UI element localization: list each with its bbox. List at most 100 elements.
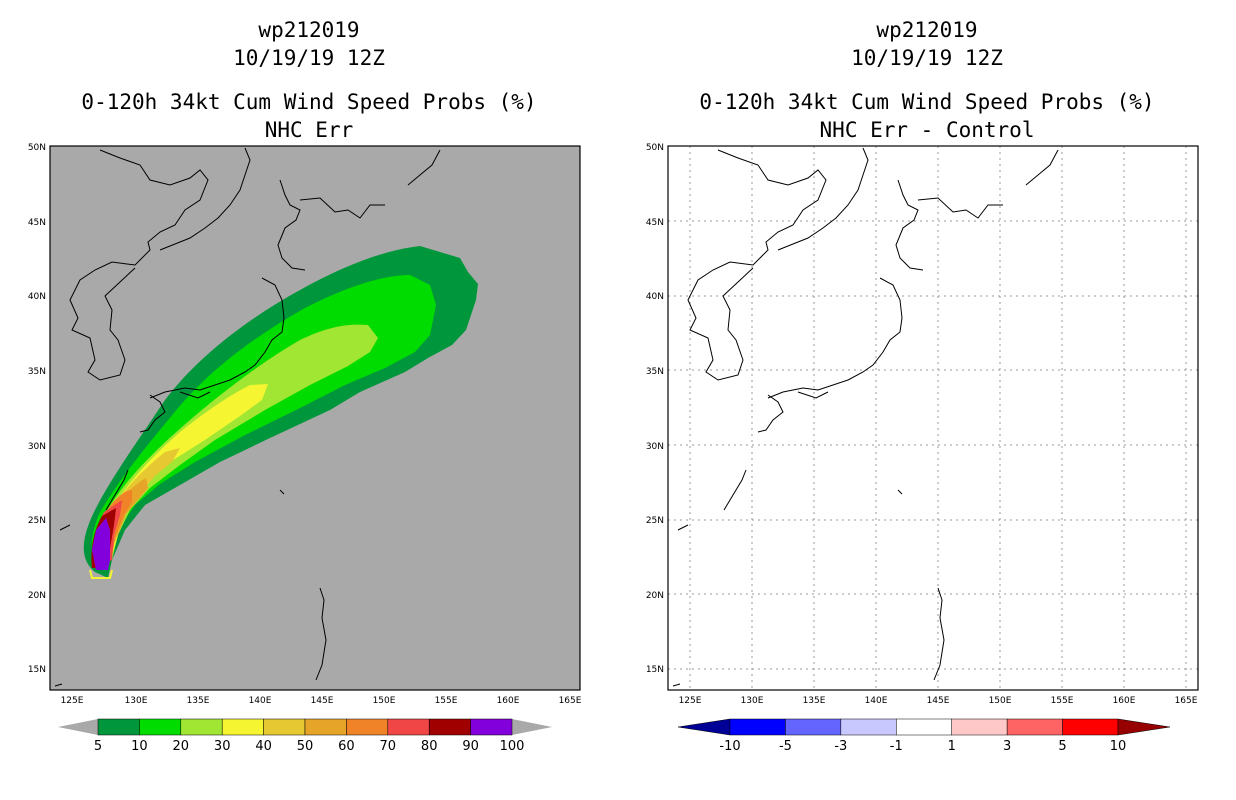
- colorbar-box: [896, 718, 952, 736]
- colorbar-box: [346, 718, 389, 736]
- colorbar-label: -5: [779, 739, 792, 754]
- colorbar-box: [263, 718, 306, 736]
- colorbar-box: [139, 718, 182, 736]
- colorbar-box: [470, 718, 513, 736]
- lat-label: 20N: [646, 591, 664, 601]
- lat-label: 15N: [646, 665, 664, 675]
- colorbar-label: 5: [94, 739, 102, 754]
- colorbar-label: 10: [1110, 739, 1127, 754]
- colorbar-box: [729, 718, 786, 736]
- lon-label: 145E: [927, 696, 950, 706]
- colorbar-box: [304, 718, 347, 736]
- colorbar-label: -3: [834, 739, 847, 754]
- colorbar-box: [951, 718, 1008, 736]
- lon-label: 155E: [1051, 696, 1074, 706]
- lon-label: 165E: [1175, 696, 1198, 706]
- lat-label: 40N: [28, 292, 46, 302]
- product-subtitle: NHC Err: [264, 118, 354, 142]
- colorbar-box: [1062, 718, 1119, 736]
- colorbar: [58, 718, 552, 736]
- colorbar-box: [840, 718, 897, 736]
- lon-label: 160E: [497, 696, 520, 706]
- colorbar-label: 60: [338, 739, 355, 754]
- colorbar-box: [428, 718, 471, 736]
- lon-label: 135E: [187, 696, 210, 706]
- lon-label: 140E: [249, 696, 272, 706]
- coastlines: [54, 147, 441, 687]
- lon-label: 150E: [373, 696, 396, 706]
- lon-label: 130E: [741, 696, 764, 706]
- lat-label: 35N: [646, 367, 664, 377]
- lon-label: 160E: [1113, 696, 1136, 706]
- lat-label: 45N: [28, 218, 46, 228]
- colorbar-label: 80: [421, 739, 438, 754]
- colorbar-box: [785, 718, 842, 736]
- lon-label: 125E: [679, 696, 702, 706]
- probability-map: 50N 45N 40N 35N 30N 25N 20N 15N 125E 130…: [28, 143, 582, 754]
- lat-label: 25N: [28, 516, 46, 526]
- colorbar-high-arrow: [512, 719, 552, 735]
- colorbar-box: [97, 718, 140, 736]
- coastlines: [672, 147, 1059, 687]
- prob-100-rim: [89, 569, 113, 579]
- lat-label: 20N: [28, 591, 46, 601]
- left-panel: wp212019 10/19/19 12Z 0-120h 34kt Cum Wi…: [28, 18, 582, 754]
- colorbar-label: 50: [297, 739, 314, 754]
- map-frame: [49, 145, 581, 691]
- map-frame: [667, 145, 1199, 691]
- colorbar-label: 30: [214, 739, 231, 754]
- colorbar-box: [387, 718, 430, 736]
- colorbar: [677, 718, 1171, 736]
- colorbar-high-arrow: [1117, 718, 1171, 736]
- colorbar-label: -1: [890, 739, 903, 754]
- valid-date: 10/19/19 12Z: [851, 46, 1003, 70]
- colorbar-label: 1: [948, 739, 956, 754]
- lat-label: 30N: [28, 442, 46, 452]
- colorbar-label: 40: [255, 739, 272, 754]
- storm-id: wp212019: [258, 18, 360, 42]
- lon-label: 150E: [989, 696, 1012, 706]
- lon-label: 145E: [311, 696, 334, 706]
- product-title: 0-120h 34kt Cum Wind Speed Probs (%): [699, 90, 1155, 114]
- colorbar-label: 3: [1003, 739, 1011, 754]
- product-subtitle: NHC Err - Control: [819, 118, 1035, 142]
- colorbar-label: 10: [131, 739, 148, 754]
- difference-map: 50N 45N 40N 35N 30N 25N 20N 15N 125E 130…: [646, 143, 1199, 754]
- lat-label: 50N: [646, 143, 664, 153]
- colorbar-low-arrow: [58, 719, 98, 735]
- grid-lines: [668, 146, 1198, 690]
- colorbar-label: 20: [173, 739, 190, 754]
- colorbar-label: 70: [380, 739, 397, 754]
- colorbar-low-arrow: [677, 718, 731, 736]
- lon-label: 130E: [125, 696, 148, 706]
- lon-label: 165E: [559, 696, 582, 706]
- map-background: [668, 146, 1198, 690]
- colorbar-label: 5: [1058, 739, 1066, 754]
- map-background: [50, 146, 580, 690]
- probability-swath: [83, 246, 478, 579]
- prob-20-contour: [97, 324, 379, 562]
- storm-id: wp212019: [876, 18, 978, 42]
- lat-label: 40N: [646, 292, 664, 302]
- colorbar-box: [221, 718, 264, 736]
- lat-label: 15N: [28, 665, 46, 675]
- lat-label: 25N: [646, 516, 664, 526]
- colorbar-label: 100: [500, 739, 525, 754]
- lon-label: 155E: [435, 696, 458, 706]
- valid-date: 10/19/19 12Z: [233, 46, 385, 70]
- lat-label: 45N: [646, 218, 664, 228]
- lon-label: 135E: [803, 696, 826, 706]
- lon-label: 140E: [865, 696, 888, 706]
- prob-30-contour: [102, 384, 268, 556]
- prob-90-contour: [92, 518, 110, 570]
- right-panel: wp212019 10/19/19 12Z 0-120h 34kt Cum Wi…: [618, 0, 1236, 800]
- colorbar-box: [180, 718, 223, 736]
- colorbar-label: -10: [719, 739, 740, 754]
- lon-label: 125E: [61, 696, 84, 706]
- lat-label: 35N: [28, 367, 46, 377]
- colorbar-label: 90: [462, 739, 479, 754]
- product-title: 0-120h 34kt Cum Wind Speed Probs (%): [81, 90, 537, 114]
- lat-label: 50N: [28, 143, 46, 153]
- lat-label: 30N: [646, 442, 664, 452]
- colorbar-box: [1006, 718, 1063, 736]
